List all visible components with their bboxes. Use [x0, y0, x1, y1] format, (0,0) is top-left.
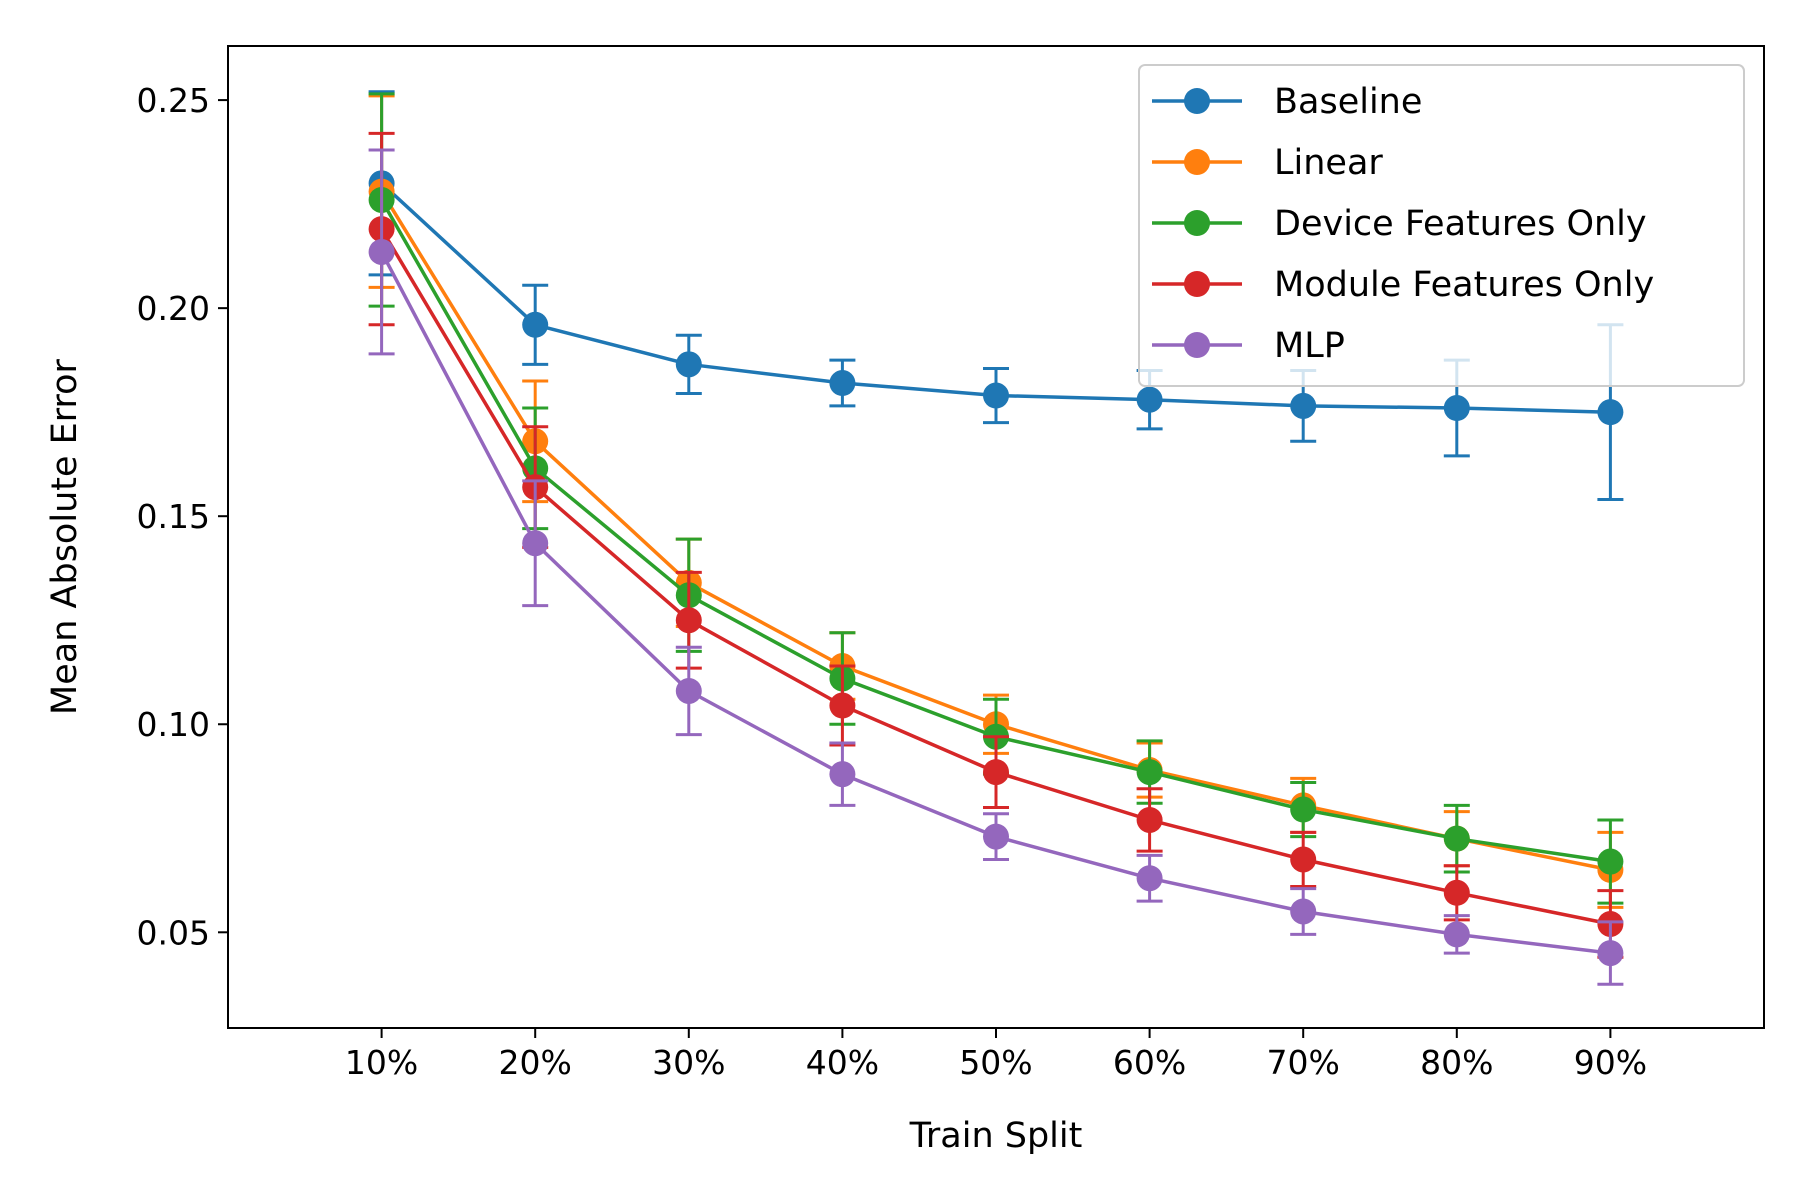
x-tick-label: 50% — [959, 1043, 1032, 1082]
data-point — [983, 382, 1009, 409]
legend: Baseline Linear Device Features Only Module… — [1138, 64, 1745, 387]
legend-item: MLP — [1152, 326, 1345, 366]
data-point — [675, 677, 702, 704]
data-point — [983, 759, 1009, 786]
data-point — [1443, 395, 1470, 422]
data-point — [1597, 940, 1624, 967]
legend-box — [1138, 64, 1745, 387]
y-tick-label: 0.15 — [137, 497, 210, 536]
x-tick-label: 30% — [652, 1043, 725, 1082]
y-tick-label: 0.20 — [137, 289, 210, 328]
x-tick-label: 80% — [1420, 1043, 1493, 1082]
data-point — [522, 311, 549, 338]
x-tick-label: 10% — [345, 1043, 418, 1082]
data-point — [368, 238, 395, 265]
legend-item: Device Features Only — [1152, 204, 1647, 244]
data-point — [1443, 921, 1470, 948]
data-point — [1290, 392, 1317, 419]
data-point — [983, 823, 1009, 850]
y-axis-label: Mean Absolute Error — [45, 358, 85, 715]
x-tick-label: 90% — [1574, 1043, 1647, 1082]
data-point — [675, 607, 702, 634]
legend-label: Device Features Only — [1274, 204, 1647, 244]
legend-item: Linear — [1152, 143, 1383, 183]
data-point — [1136, 806, 1163, 833]
x-tick-label: 20% — [499, 1043, 572, 1082]
x-axis: 10% 20% 30% 40% 50% 60% 70% 80% 90% — [345, 1028, 1647, 1082]
legend-marker — [1184, 271, 1210, 297]
data-point — [1290, 846, 1317, 873]
legend-label: Module Features Only — [1274, 265, 1654, 305]
data-point — [1290, 796, 1317, 823]
x-tick-label: 40% — [806, 1043, 879, 1082]
legend-label: Baseline — [1274, 82, 1422, 122]
data-point — [1443, 825, 1470, 852]
data-point — [1136, 759, 1163, 786]
x-tick-label: 70% — [1267, 1043, 1340, 1082]
legend-item: Baseline — [1152, 82, 1422, 122]
y-tick-label: 0.25 — [137, 81, 210, 120]
x-tick-label: 60% — [1113, 1043, 1186, 1082]
data-point — [1597, 399, 1624, 426]
series-mlp — [368, 148, 1624, 986]
data-point — [829, 370, 856, 397]
data-point — [1136, 386, 1163, 413]
legend-label: MLP — [1274, 326, 1345, 366]
legend-marker — [1184, 88, 1210, 114]
x-axis-label: Train Split — [909, 1116, 1083, 1156]
legend-label: Linear — [1274, 143, 1383, 183]
y-axis: 0.05 0.10 0.15 0.20 0.25 — [137, 81, 228, 952]
data-point — [1290, 898, 1317, 925]
y-tick-label: 0.05 — [137, 913, 210, 952]
data-point — [522, 530, 549, 557]
y-tick-label: 0.10 — [137, 705, 210, 744]
legend-marker — [1184, 332, 1210, 358]
data-point — [1443, 879, 1470, 906]
legend-marker — [1184, 149, 1210, 175]
data-point — [829, 761, 856, 788]
data-point — [1597, 848, 1624, 875]
data-point — [829, 692, 856, 719]
data-point — [1136, 865, 1163, 892]
legend-item: Module Features Only — [1152, 265, 1654, 305]
legend-marker — [1184, 210, 1210, 236]
data-point — [675, 351, 702, 378]
